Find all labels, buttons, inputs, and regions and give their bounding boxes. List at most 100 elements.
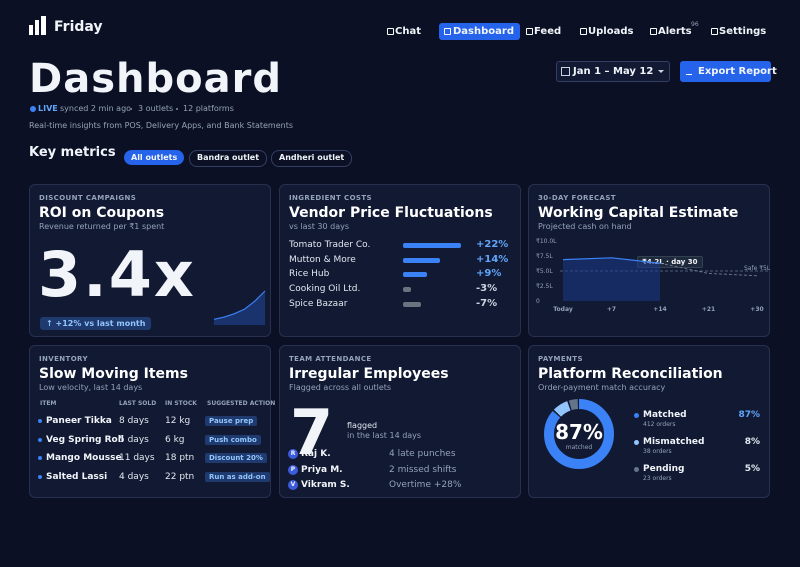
legend-orders: 23 orders (643, 475, 672, 482)
nav-item[interactable]: Dashboard (439, 23, 520, 40)
card-title: Vendor Price Fluctuations (289, 205, 493, 221)
card-title: Slow Moving Items (39, 366, 188, 382)
action-pill[interactable]: Discount 20% (205, 453, 267, 464)
card (279, 184, 521, 337)
item-name: Mango Mousse (46, 453, 122, 464)
live-dot (30, 106, 36, 112)
last-sold: 8 days (119, 416, 149, 426)
logo-bar (29, 25, 33, 35)
column-header: ITEM (40, 400, 57, 407)
in-stock: 12 kg (165, 416, 191, 426)
card (279, 345, 521, 498)
item-name: Veg Spring Roll (46, 434, 124, 445)
last-sold: 11 days (119, 453, 155, 464)
page-subtitle: Real-time insights from POS, Delivery Ap… (29, 121, 294, 130)
bullet (38, 475, 42, 480)
in-stock: 22 ptn (165, 472, 195, 483)
sep (176, 108, 178, 110)
change-bar (403, 243, 461, 248)
bullet (38, 437, 42, 442)
roi-badge: ↑ +12% vs last month (40, 317, 152, 330)
change-bar (403, 257, 440, 263)
legend-name: Matched (643, 410, 687, 420)
avatar: R (288, 449, 298, 459)
filter-pill[interactable]: All outlets (124, 150, 185, 165)
last-sold: 5 days (119, 434, 149, 445)
nav-item[interactable]: Uploads (580, 23, 633, 40)
card-title: ROI on Coupons (39, 205, 165, 221)
legend-dot (634, 440, 639, 445)
legend-share: 5% (744, 464, 760, 474)
change-label: -3% (476, 283, 498, 295)
forecast-annotation: ₹4.2L · day 30 (637, 256, 703, 268)
employee-issue: 4 late punches (389, 449, 456, 459)
card-title: Working Capital Estimate (538, 205, 739, 221)
action-pill[interactable]: Run as add-on (205, 472, 270, 483)
brand: Friday (54, 19, 103, 35)
change-label: +14% (476, 253, 509, 265)
column-header: IN STOCK (165, 400, 197, 407)
legend-share: 87% (738, 410, 760, 420)
legend-name: Mismatched (643, 437, 705, 447)
nav-icon (580, 28, 587, 35)
section-title: Key metrics (29, 145, 116, 160)
card-label: INGREDIENT COSTS (289, 194, 372, 202)
change-label: +22% (476, 239, 509, 250)
nav-icon (526, 28, 533, 35)
logo-bar (41, 16, 46, 35)
nav-icon (387, 28, 394, 35)
vendor-name: Rice Hub (289, 269, 330, 280)
legend-name: Pending (643, 464, 685, 474)
card-label: TEAM ATTENDANCE (289, 355, 372, 363)
vendor-name: Spice Bazaar (289, 298, 348, 309)
in-stock: 18 ptn (165, 453, 195, 464)
outlets: 3 outlets (138, 104, 174, 113)
action-pill[interactable]: Pause prep (205, 416, 258, 426)
period: in the last 14 days (347, 431, 422, 440)
item-name: Salted Lassi (46, 472, 108, 483)
card-subtitle: vs last 30 days (289, 222, 350, 231)
card-title: Platform Reconciliation (538, 366, 723, 382)
card-label: 30-DAY FORECAST (538, 194, 616, 202)
card-title: Irregular Employees (289, 366, 449, 382)
last-sold: 4 days (119, 472, 149, 483)
card-label: DISCOUNT CAMPAIGNS (39, 194, 137, 202)
card-label: PAYMENTS (538, 355, 583, 363)
column-header: SUGGESTED ACTION (207, 400, 276, 407)
date-range[interactable]: Jan 1 – May 12 (556, 61, 670, 82)
change-bar (403, 301, 422, 307)
card-subtitle: Revenue returned per ₹1 spent (39, 222, 165, 231)
item-name: Paneer Tikka (46, 416, 112, 426)
change-bar (403, 272, 427, 278)
nav-item[interactable]: Settings (711, 23, 766, 40)
employee-name: Vikram S. (301, 480, 350, 490)
legend-dot (634, 467, 639, 472)
nav-item[interactable]: Feed (526, 23, 561, 40)
flagged: flagged (347, 421, 378, 430)
caret (658, 70, 664, 76)
employee-issue: Overtime +28% (389, 480, 462, 490)
column-header: LAST SOLD (119, 400, 157, 407)
filter-pill[interactable]: Andheri outlet (271, 150, 353, 167)
nav-icon (650, 28, 657, 35)
vendor-name: Cooking Oil Ltd. (289, 284, 361, 295)
card-subtitle: Order-payment match accuracy (538, 383, 666, 392)
card-label: INVENTORY (39, 355, 88, 363)
sep (130, 108, 132, 110)
change-label: -7% (476, 297, 498, 309)
legend-orders: 412 orders (643, 421, 676, 428)
download-icon (686, 67, 692, 75)
platforms: 12 platforms (183, 104, 234, 113)
action-pill[interactable]: Push combo (205, 434, 261, 445)
filter-pill[interactable]: Bandra outlet (189, 150, 268, 167)
change-bar (403, 287, 411, 293)
export-button[interactable]: Export Report (680, 61, 777, 82)
live: LIVE (38, 104, 58, 113)
nav-item[interactable]: Chat (387, 23, 421, 40)
calendar-icon (561, 67, 570, 76)
legend-share: 8% (744, 437, 760, 447)
alerts-badge: 96 (691, 21, 699, 28)
nav-icon (444, 28, 451, 35)
synced: synced 2 min ago (60, 104, 132, 113)
nav-item[interactable]: Alerts (650, 23, 692, 40)
